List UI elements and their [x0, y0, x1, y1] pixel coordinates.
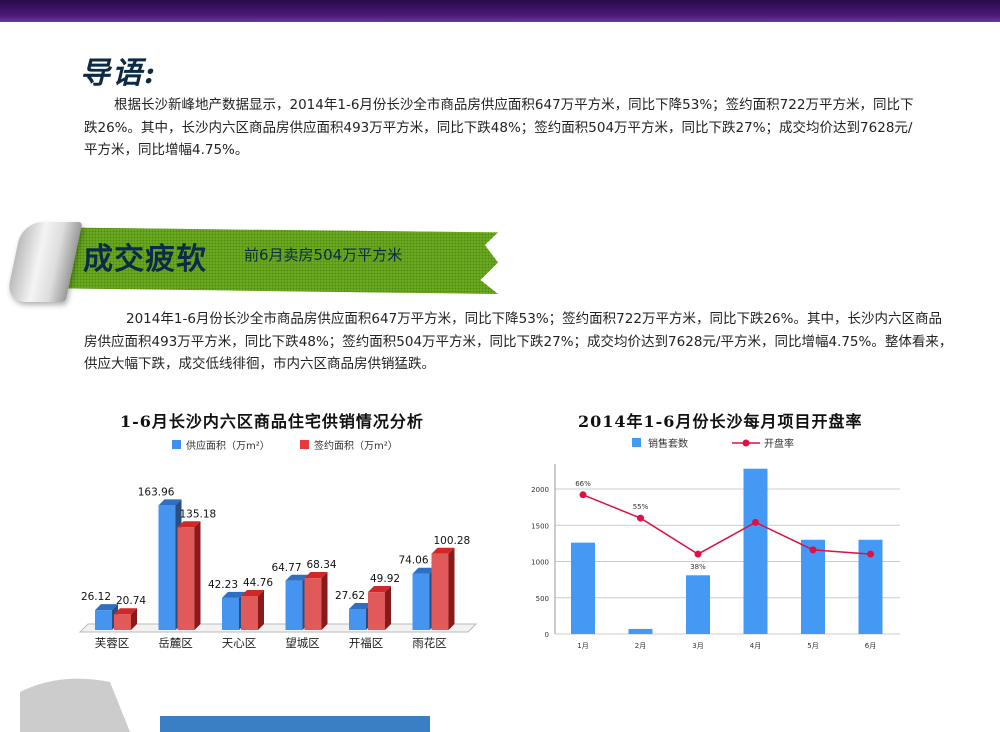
section-subtitle: 前6月卖房504万平方米 [244, 246, 403, 264]
chart2-line-point [579, 491, 587, 499]
chart1-bar-side [131, 608, 137, 630]
chart2-line-point [694, 550, 702, 558]
chart2-point-label: 66% [575, 480, 591, 488]
chart1-category-label: 岳麓区 [158, 636, 193, 650]
chart1-data-label: 49.92 [370, 573, 400, 585]
chart1-data-label: 135.18 [180, 508, 217, 520]
chart1-category-label: 雨花区 [412, 636, 447, 650]
chart1-legend-label: 签约面积（万m²） [314, 439, 398, 452]
chart1-bar [412, 573, 430, 630]
chart1-data-label: 20.74 [116, 595, 146, 607]
chart1-bar-top [368, 586, 391, 593]
bottom-decoration [20, 678, 430, 732]
chart1-category-label: 望城区 [285, 636, 320, 650]
chart1-bar-side [258, 589, 264, 630]
chart1-bar-top [285, 574, 309, 581]
chart2-line-point [809, 546, 817, 554]
section-banner: 成交疲软 前6月卖房504万平方米 [5, 212, 563, 304]
chart1-data-label: 74.06 [398, 555, 428, 567]
chart2-line [582, 494, 871, 555]
chart2-line-point [752, 518, 759, 526]
chart1-bar-side [385, 586, 391, 630]
chart1-data-label: 100.28 [434, 535, 471, 547]
chart2-xtick-label: 1月 [577, 642, 588, 650]
chart1-bar [222, 597, 239, 630]
chart1-legend-label: 供应面积（万m²） [186, 439, 270, 452]
chart1-bar [177, 527, 195, 630]
chart2-xtick-label: 6月 [865, 642, 876, 650]
chart1-bar [241, 595, 258, 630]
chart1-bar [114, 614, 131, 630]
chart2-ytick-label: 0 [545, 631, 549, 639]
chart2-bar [628, 628, 653, 634]
chart2-bar [571, 542, 595, 634]
chart1-bar-side [321, 572, 328, 630]
chart1-bar [368, 592, 385, 630]
chart2-ytick-label: 500 [536, 595, 549, 603]
section-paragraph: 2014年1-6月份长沙全市商品房供应面积647万平方米，同比下降53%；签约面… [84, 311, 953, 372]
chart1-bar-top [349, 603, 372, 610]
chart1-bar-side [194, 521, 201, 630]
chart2-legend-label: 销售套数 [648, 437, 688, 450]
chart1-bar-top [222, 591, 245, 598]
chart1-bar [431, 553, 449, 630]
chart1-data-label: 64.77 [271, 562, 301, 574]
chart1-data-label: 68.34 [307, 559, 337, 571]
chart1-legend-swatch [172, 440, 181, 449]
chart1-title: 1-6月长沙内六区商品住宅供销情况分析 [120, 412, 424, 431]
chart2-title: 2014年1-6月份长沙每月项目开盘率 [578, 412, 863, 431]
chart1-bar-top [241, 589, 264, 596]
chart2-point-label: 55% [633, 503, 649, 511]
chart1-bar-top [177, 521, 201, 528]
chart2-xtick-label: 4月 [750, 642, 761, 650]
chart2-ytick-label: 1500 [531, 522, 549, 530]
chart1-bar [158, 505, 176, 630]
section-title: 成交疲软 [83, 242, 207, 277]
chart2-bar [743, 468, 768, 634]
chart2-line-point [867, 550, 874, 558]
chart2-legend-swatch [632, 438, 641, 447]
chart1-category-label: 天心区 [222, 636, 257, 650]
chart2-line-point [637, 514, 644, 522]
chart1-bar-side [448, 547, 455, 630]
chart1-bar-top [412, 567, 436, 574]
chart1-bar [349, 609, 366, 630]
chart1-bar-top [95, 604, 118, 611]
chart2-legend-marker [742, 439, 750, 447]
top-bar [0, 0, 1000, 22]
chart2-legend-label: 开盘率 [764, 437, 794, 450]
chart1-bar-top [431, 547, 455, 554]
chart1-category-label: 芙蓉区 [95, 636, 130, 650]
chart1-data-label: 42.23 [208, 579, 238, 591]
chart2-point-label: 38% [690, 563, 706, 571]
chart1-data-label: 163.96 [138, 486, 175, 498]
intro-paragraph: 根据长沙新峰地产数据显示，2014年1-6月份长沙全市商品房供应面积647万平方… [84, 97, 914, 158]
chart2-xtick-label: 3月 [692, 642, 703, 650]
banner-background [58, 227, 498, 294]
chart1-data-label: 26.12 [81, 591, 111, 603]
chart1-bar-top [158, 499, 182, 506]
chart2-xtick-label: 5月 [807, 642, 818, 650]
chart2-bar [686, 575, 710, 634]
chart1-bar-top [114, 608, 137, 615]
chart2-ytick-label: 1000 [531, 559, 549, 567]
chart1-legend-swatch [300, 440, 309, 449]
chart1-category-label: 开福区 [349, 636, 384, 650]
intro-title: 导语: [80, 56, 158, 91]
chart2-bar [801, 539, 825, 634]
chart1-data-label: 27.62 [335, 590, 365, 602]
chart2-ytick-label: 2000 [531, 486, 549, 494]
chart1-bar-top [304, 572, 328, 579]
chart1-bar [304, 578, 322, 630]
chart2-xtick-label: 2月 [635, 642, 646, 650]
chart1-bar [95, 610, 112, 630]
chart1-data-label: 44.76 [243, 577, 273, 589]
chart1-bar [285, 580, 303, 630]
